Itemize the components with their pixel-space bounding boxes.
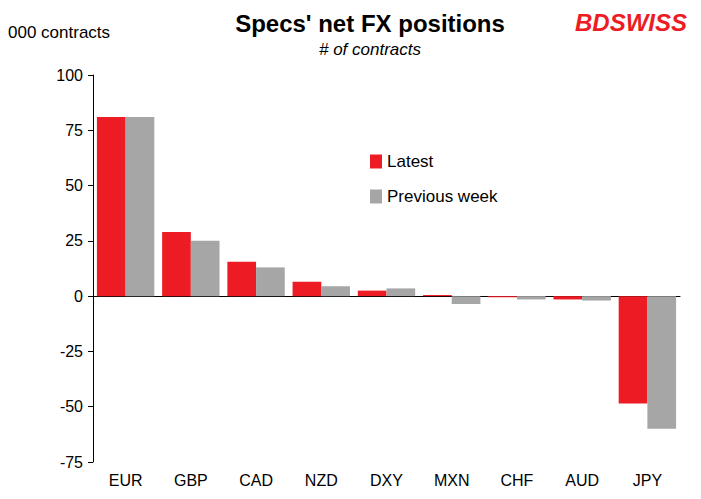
svg-text:CHF: CHF [500, 472, 533, 489]
svg-text:0: 0 [74, 288, 83, 305]
svg-text:MXN: MXN [434, 472, 470, 489]
svg-text:-75: -75 [60, 454, 83, 471]
svg-text:GBP: GBP [174, 472, 208, 489]
svg-text:AUD: AUD [565, 472, 599, 489]
svg-text:75: 75 [65, 122, 83, 139]
svg-text:EUR: EUR [109, 472, 143, 489]
svg-text:000 contracts: 000 contracts [8, 23, 110, 42]
svg-text:25: 25 [65, 232, 83, 249]
svg-text:BDSWISS: BDSWISS [575, 9, 687, 36]
svg-text:Previous week: Previous week [387, 187, 498, 206]
svg-text:100: 100 [56, 67, 83, 84]
svg-text:NZD: NZD [305, 472, 338, 489]
svg-text:50: 50 [65, 177, 83, 194]
svg-text:-50: -50 [60, 398, 83, 415]
svg-text:Specs' net FX positions: Specs' net FX positions [235, 10, 505, 37]
svg-text:JPY: JPY [633, 472, 663, 489]
svg-text:CAD: CAD [239, 472, 273, 489]
svg-text:DXY: DXY [370, 472, 403, 489]
svg-text:Latest: Latest [387, 152, 434, 171]
svg-text:# of contracts: # of contracts [319, 40, 422, 59]
svg-text:-25: -25 [60, 343, 83, 360]
